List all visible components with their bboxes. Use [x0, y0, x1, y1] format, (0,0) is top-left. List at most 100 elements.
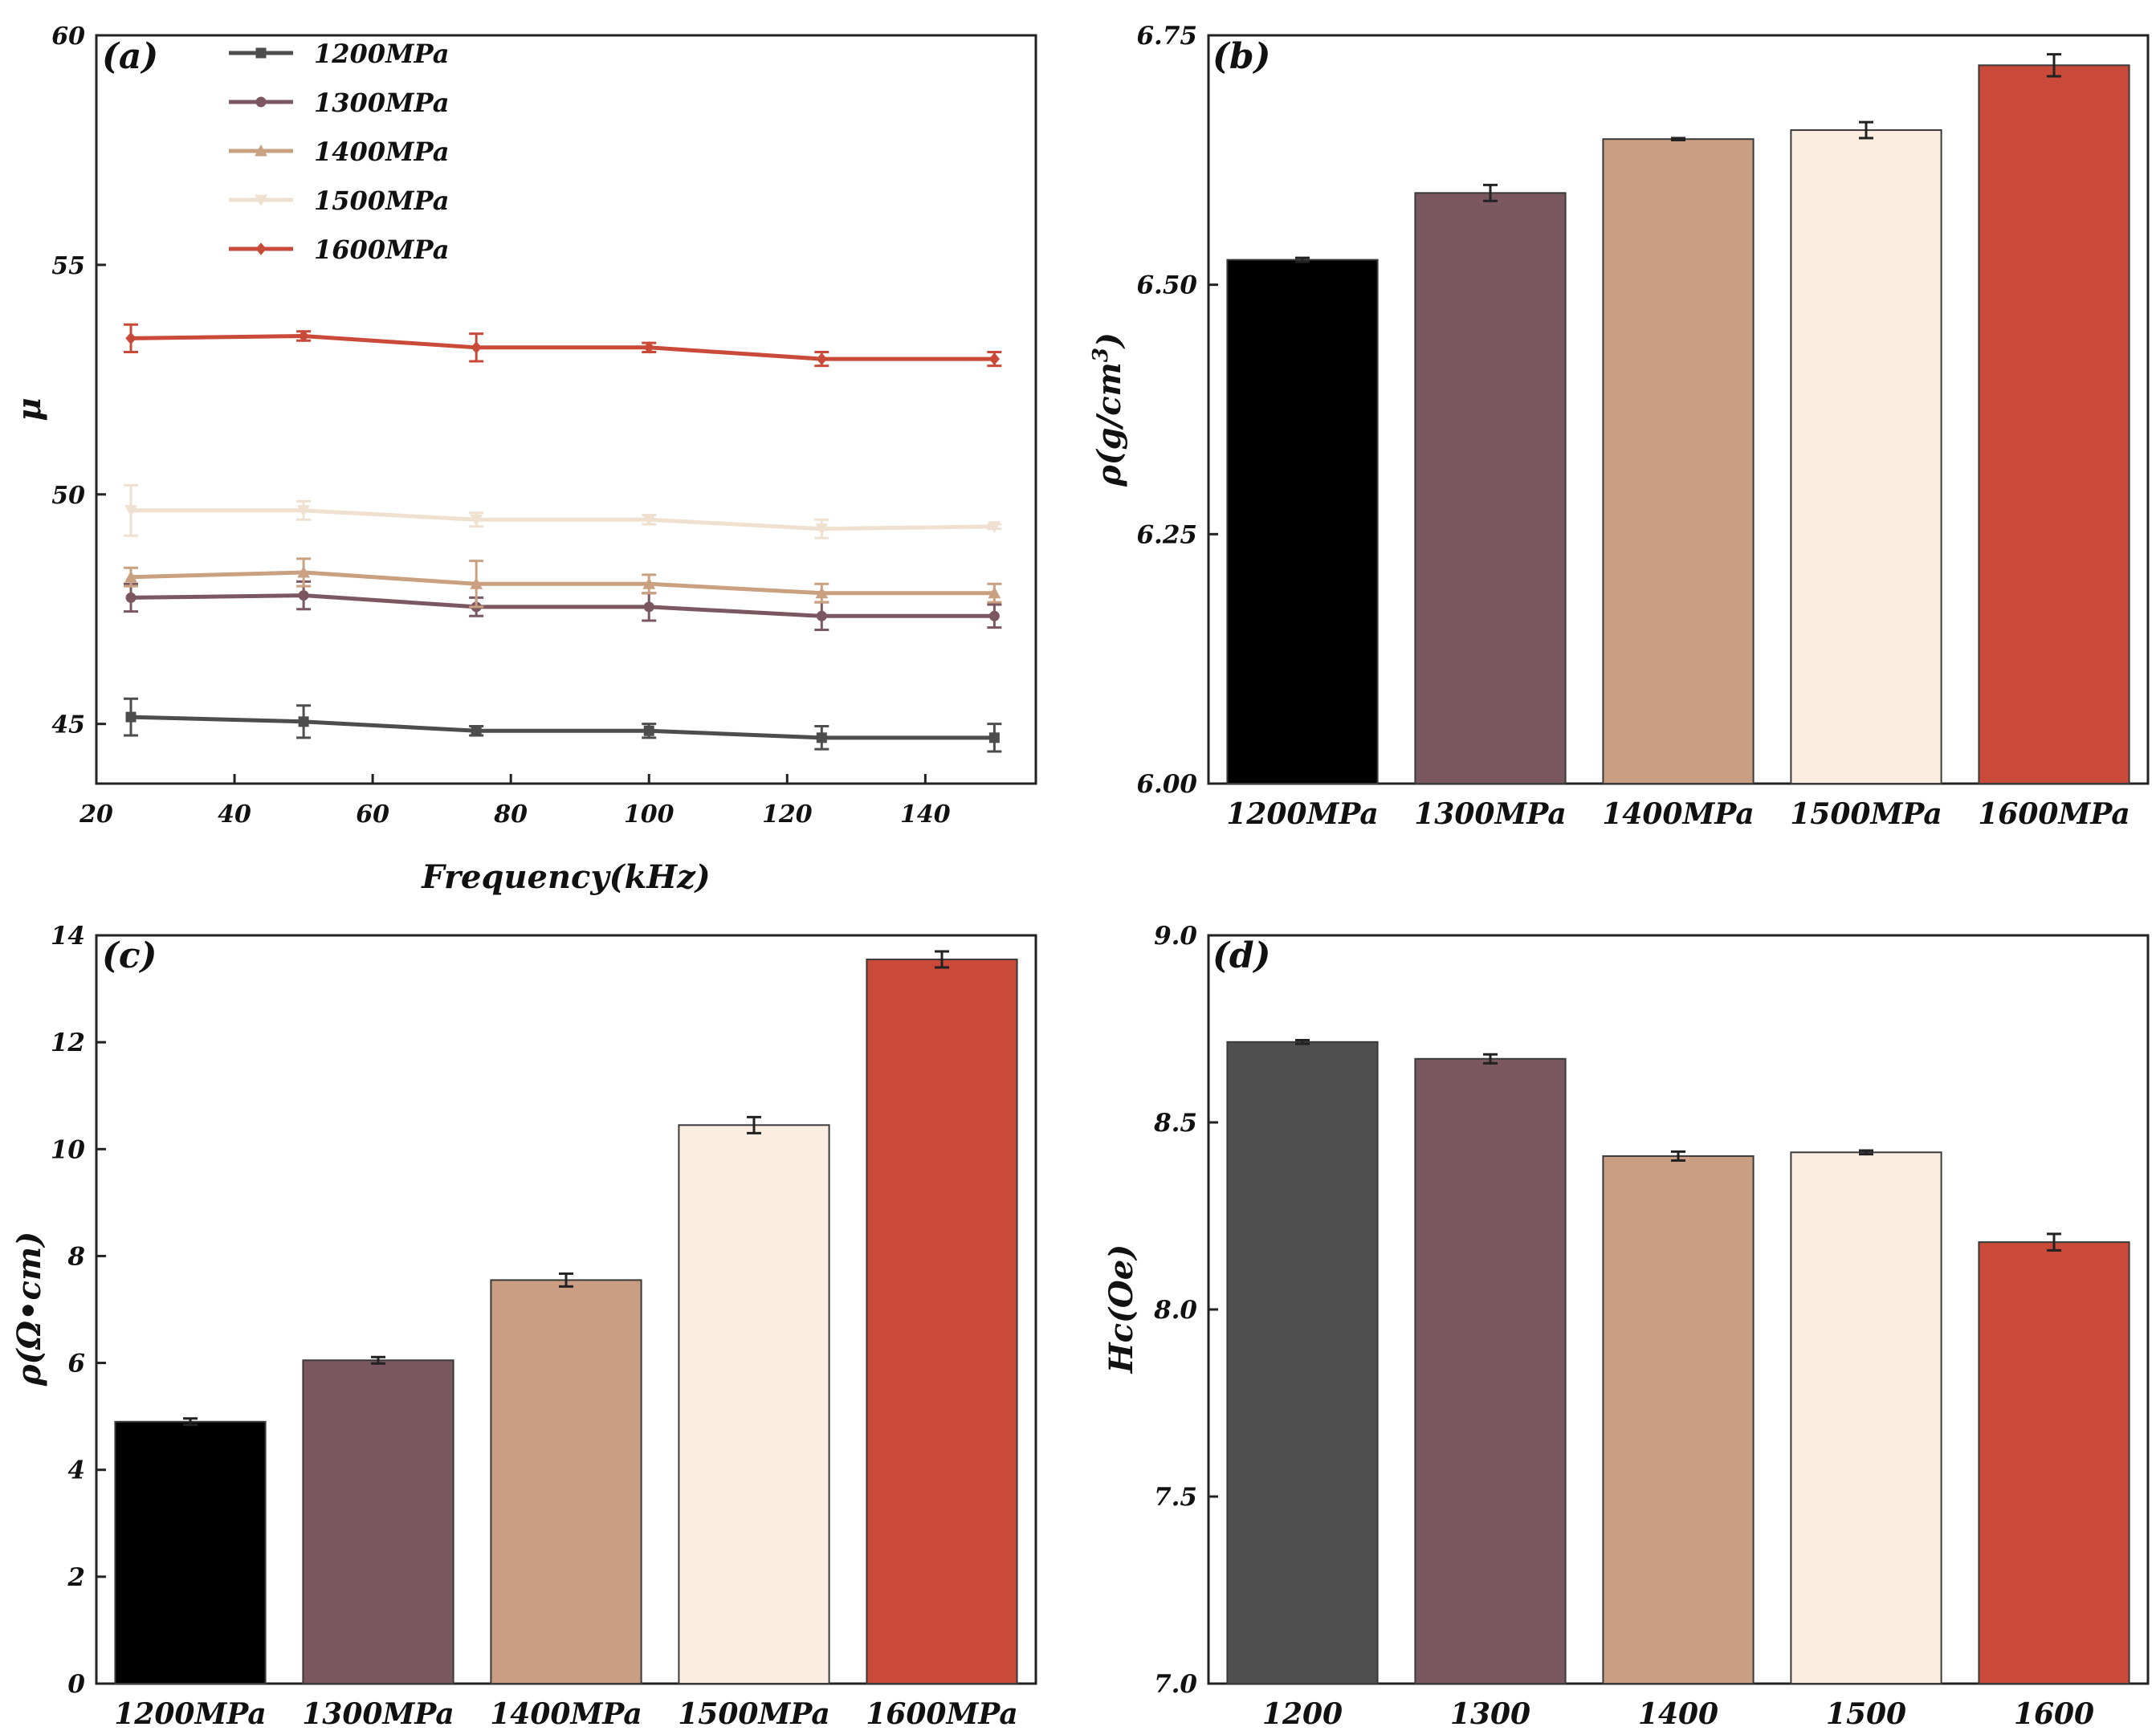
panel-a-y-tick-label: 60 — [51, 22, 85, 51]
panel-c-x-tick-label: 1500MPa — [678, 1697, 829, 1731]
panel-b-x-tick-label: 1500MPa — [1790, 797, 1942, 831]
panel-a-legend: 1200MPa 1300MPa 1400MPa 1500MPa 1600MPa — [229, 39, 449, 265]
panel-b-bar-1500MPa — [1790, 129, 1942, 784]
panel-c-y-tick-label: 6 — [67, 1350, 85, 1379]
panel-c-y-tick-label: 8 — [67, 1242, 85, 1271]
panel-a-x-axis-title: Frequency(kHz) — [421, 858, 710, 896]
panel-a-series-line — [131, 508, 995, 531]
panel-a-data-point — [471, 341, 482, 354]
panel-d-bar-1600 — [1978, 1241, 2130, 1684]
panel-c-bar-1600MPa — [866, 958, 1018, 1684]
panel-a-data-point — [643, 341, 654, 354]
panel-a-data-point — [298, 716, 309, 727]
panel-b-y-tick-label: 6.75 — [1136, 22, 1197, 51]
panel-d-bar-1300 — [1414, 1057, 1567, 1684]
panel-c-y-tick-label: 4 — [67, 1456, 85, 1485]
panel-d-x-tick-label: 1600 — [2014, 1697, 2094, 1731]
panel-a-legend-label: 1200MPa — [314, 39, 449, 69]
panel-d-y-tick-label: 7.0 — [1154, 1670, 1197, 1699]
panel-a-data-point — [124, 570, 137, 583]
panel-a-data-point — [816, 352, 827, 365]
panel-c-y-tick-label: 14 — [51, 922, 85, 951]
panel-a-x-tick-label: 40 — [218, 800, 251, 829]
panel-a-x-tick-label: 100 — [624, 800, 675, 829]
panel-c-y-axis-title: ρ(Ω•cm) — [10, 1232, 48, 1387]
panel-d-y-tick-label: 8.0 — [1153, 1296, 1197, 1325]
panel-a-data-point — [816, 732, 827, 743]
panel-c-bar-1400MPa — [490, 1279, 642, 1685]
panel-a-data-point — [471, 725, 482, 736]
panel-d-x-tick-label: 1300 — [1450, 1697, 1530, 1731]
panel-a-y-tick-label: 50 — [51, 482, 85, 510]
panel-b-x-tick-label: 1400MPa — [1602, 797, 1754, 831]
panel-c-bar-chart: 0 2 4 6 8 10 12 14 1200MPa 1300MPa 1400MPa 1500MPa 1… — [10, 922, 1037, 1731]
panel-c-bar-1300MPa — [302, 1359, 454, 1684]
panel-c-bar-1500MPa — [678, 1124, 830, 1685]
panel-a-data-point — [125, 592, 137, 603]
panel-a-data-point — [642, 577, 656, 589]
panel-a-data-point — [988, 732, 1000, 743]
panel-a-legend-marker — [255, 47, 267, 59]
panel-a-series-1600MPa — [124, 323, 1002, 368]
panel-a-legend-label: 1500MPa — [314, 185, 449, 216]
panel-c-bar-1200MPa — [114, 1420, 267, 1685]
panel-a-data-point — [988, 586, 1001, 599]
panel-c-y-tick-label: 10 — [51, 1135, 86, 1164]
panel-b-x-tick-label: 1200MPa — [1226, 797, 1378, 831]
panel-b-y-tick-label: 6.50 — [1136, 271, 1197, 300]
panel-a-data-point — [470, 577, 483, 589]
panel-a-series-1200MPa — [124, 697, 1002, 753]
panel-a-x-tick-label: 80 — [493, 800, 528, 829]
panel-b-bar-chart: 6.00 6.25 6.50 6.75 1200MPa 1300MPa 1400MPa 150… — [1089, 22, 2150, 831]
panel-a-series-1400MPa — [124, 557, 1002, 609]
panel-c-x-tick-label: 1600MPa — [866, 1697, 1017, 1731]
panel-b-y-axis-title-superscript: 3 — [1089, 348, 1113, 362]
panel-a-data-point — [470, 514, 483, 527]
panel-a-label: (a) — [102, 36, 158, 77]
panel-b-bar-1400MPa — [1602, 138, 1755, 785]
panel-a-legend-label: 1300MPa — [314, 88, 449, 118]
panel-b-x-tick-label: 1300MPa — [1414, 797, 1566, 831]
panel-d-x-tick-label: 1400 — [1638, 1697, 1718, 1731]
panel-d-y-tick-label: 7.5 — [1154, 1483, 1197, 1512]
panel-a-legend-marker — [255, 96, 267, 108]
panel-c-label: (c) — [102, 935, 157, 976]
panel-a-data-point — [815, 586, 829, 599]
panel-a-data-point — [988, 521, 1001, 533]
panel-a-y-tick-label: 45 — [51, 711, 85, 739]
panel-b-y-axis-title-suffix: ) — [1090, 332, 1128, 349]
panel-d-y-tick-label: 8.5 — [1153, 1109, 1197, 1138]
panel-d-bar-1500 — [1790, 1151, 1942, 1684]
panel-a-data-point — [298, 590, 309, 601]
panel-a-data-point — [988, 610, 1000, 621]
panel-b-y-axis-title-main: ρ(g/cm — [1090, 362, 1128, 487]
panel-a-y-tick-label: 55 — [51, 252, 85, 280]
panel-a-data-point — [816, 610, 827, 621]
panel-a-legend-label: 1400MPa — [314, 136, 449, 167]
panel-a-series-line — [130, 570, 995, 596]
panel-a-data-point — [298, 329, 309, 343]
panel-d-y-axis-title: Hc(Oe) — [1102, 1244, 1140, 1374]
panel-a-x-tick-label: 20 — [79, 800, 113, 829]
panel-a-data-point — [643, 601, 654, 613]
panel-d-bar-1200 — [1226, 1041, 1379, 1685]
panel-a-y-axis-title: μ — [10, 397, 48, 421]
panel-c-y-tick-label: 12 — [51, 1028, 85, 1057]
panel-a-data-point — [643, 725, 654, 736]
panel-a-data-point — [125, 711, 137, 723]
panel-a-data-point — [988, 352, 1001, 365]
panel-a-series-line — [130, 593, 995, 618]
panel-d-bar-1400 — [1602, 1155, 1755, 1684]
panel-b-bar-1200MPa — [1226, 259, 1379, 785]
panel-a-legend-label: 1600MPa — [314, 234, 449, 265]
panel-b-y-axis-title: ρ(g/cm3) — [1089, 332, 1128, 487]
panel-a-plot-frame — [95, 34, 1037, 785]
panel-b-bar-1600MPa — [1978, 64, 2130, 784]
panel-a-x-tick-label: 140 — [900, 800, 951, 829]
panel-a-data-point — [125, 332, 137, 345]
panel-d-x-tick-label: 1500 — [1826, 1697, 1906, 1731]
panel-b-y-tick-label: 6.00 — [1136, 770, 1197, 799]
panel-a-data-point — [297, 505, 310, 517]
